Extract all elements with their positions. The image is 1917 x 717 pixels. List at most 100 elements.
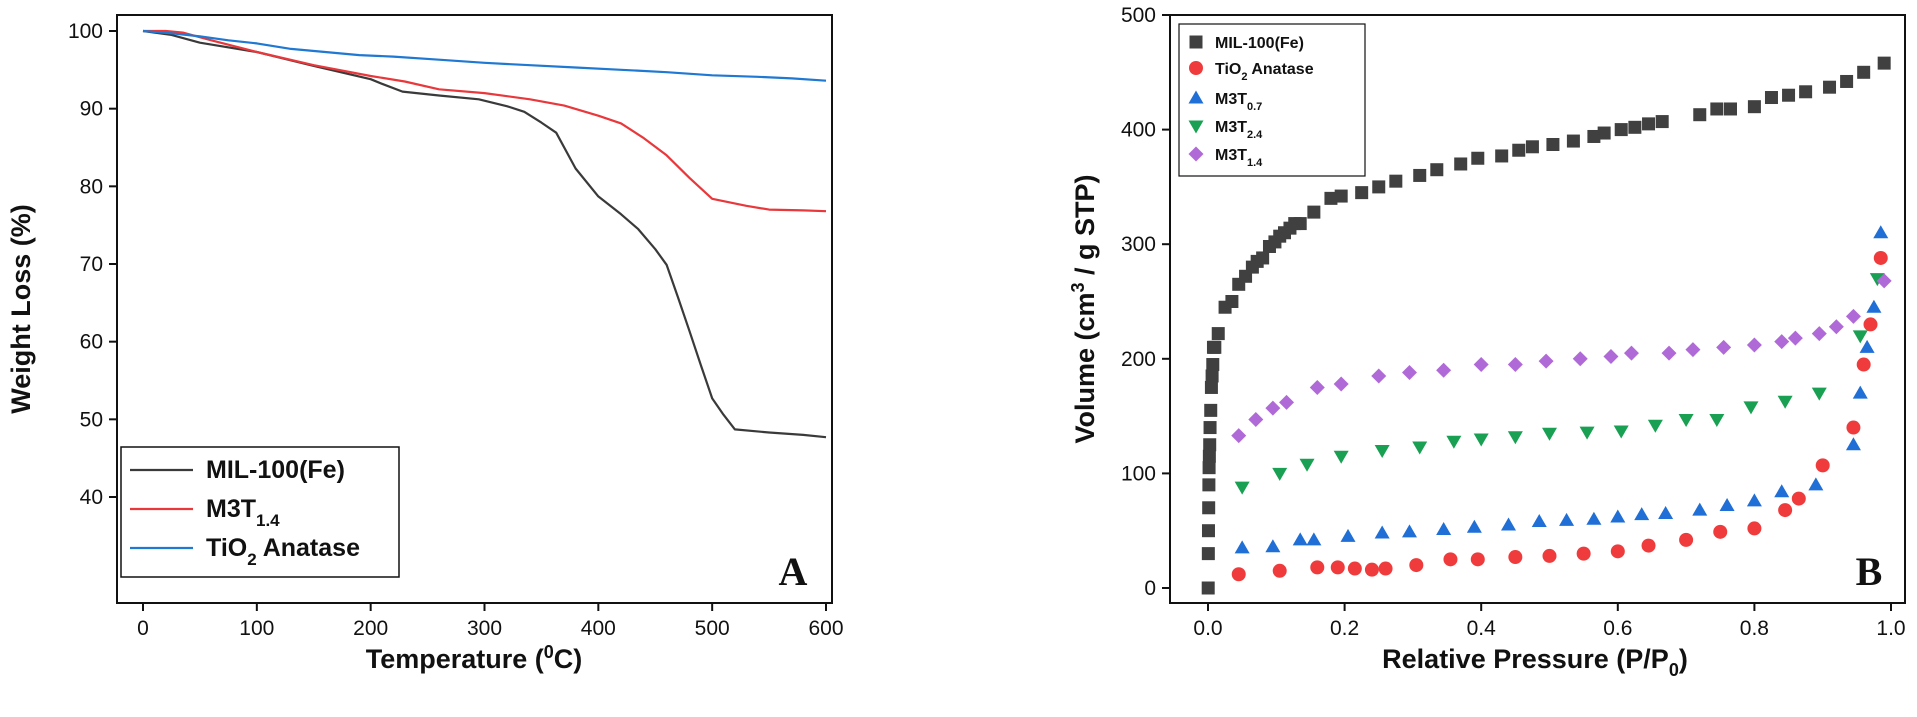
b-x-tick-label: 0.4 <box>1467 617 1497 640</box>
b-y-tick-label: 100 <box>1121 462 1156 485</box>
b-legend-marker-m3t0-7 <box>1188 90 1204 104</box>
a-x-tick-label: 300 <box>467 617 502 640</box>
b-point-mil-100-fe <box>1693 108 1707 122</box>
b-point-m3t0-7 <box>1374 525 1390 539</box>
b-point-m3t2-4 <box>1473 433 1489 447</box>
panel-b-plot-area <box>1169 14 1906 604</box>
b-point-tio2-anatase <box>1863 317 1878 332</box>
b-point-mil-100-fe <box>1203 438 1217 452</box>
b-point-m3t2-4 <box>1299 458 1315 472</box>
b-x-tick-label: 1.0 <box>1876 617 1905 640</box>
b-point-m3t1-4 <box>1716 339 1732 355</box>
b-point-mil-100-fe <box>1204 403 1218 417</box>
a-series-line-m3t1-4 <box>143 29 827 213</box>
b-legend-label-mil-100-fe: MIL-100(Fe) <box>1215 35 1304 52</box>
b-point-tio2-anatase <box>1470 552 1485 567</box>
b-point-tio2-anatase <box>1378 561 1393 576</box>
panel-a-tga-chart: 0 100 200 300 400 500 600 40 50 60 70 80 90 100 Temp… <box>6 14 844 674</box>
b-point-mil-100-fe <box>1355 186 1369 200</box>
panel-b-isotherm-chart: 0.0 0.2 0.4 0.6 0.8 1.0 0 100 200 300 400 500 Rela… <box>1068 4 1906 680</box>
b-point-tio2-anatase <box>1713 524 1728 539</box>
b-point-m3t2-4 <box>1579 426 1595 440</box>
a-legend-label-tio2-anatase: TiO2 Anatase <box>206 534 360 569</box>
b-point-m3t0-7 <box>1866 299 1882 313</box>
b-point-mil-100-fe <box>1840 74 1854 88</box>
panel-a-legend-box <box>120 446 400 578</box>
b-point-mil-100-fe <box>1389 174 1403 188</box>
a-legend-label-m3t1-4: M3T1.4 <box>206 495 280 530</box>
b-point-m3t0-7 <box>1610 509 1626 523</box>
a-y-tick-label: 80 <box>80 175 103 198</box>
a-x-tick-label: 600 <box>808 617 843 640</box>
b-point-m3t0-7 <box>1265 539 1281 553</box>
b-y-tick-label: 0 <box>1144 577 1156 600</box>
a-x-tick-label: 0 <box>137 617 149 640</box>
b-point-tio2-anatase <box>1679 532 1694 547</box>
b-point-mil-100-fe <box>1710 102 1724 116</box>
b-point-m3t1-4 <box>1507 357 1523 373</box>
b-series-mil-100-fe <box>1201 56 1891 595</box>
b-point-mil-100-fe <box>1430 163 1444 177</box>
b-point-m3t0-7 <box>1845 437 1861 451</box>
b-point-m3t2-4 <box>1647 419 1663 433</box>
b-point-tio2-anatase <box>1231 567 1246 582</box>
b-point-mil-100-fe <box>1877 56 1891 70</box>
b-point-m3t2-4 <box>1412 441 1428 455</box>
b-point-tio2-anatase <box>1576 546 1591 561</box>
panel-b-y-ticks: 0 100 200 300 400 500 <box>1121 4 1170 600</box>
b-point-mil-100-fe <box>1202 501 1216 515</box>
b-point-tio2-anatase <box>1364 562 1379 577</box>
b-point-m3t2-4 <box>1542 427 1557 441</box>
b-point-mil-100-fe <box>1413 168 1427 182</box>
panel-a-plot-area <box>116 14 833 604</box>
b-point-mil-100-fe <box>1655 115 1669 129</box>
b-point-m3t0-7 <box>1634 507 1650 521</box>
b-point-m3t1-4 <box>1538 353 1554 369</box>
b-point-m3t0-7 <box>1401 524 1417 538</box>
a-x-tick-label: 200 <box>353 617 388 640</box>
b-x-tick-label: 0.6 <box>1603 617 1632 640</box>
b-point-mil-100-fe <box>1211 327 1225 341</box>
b-point-m3t0-7 <box>1436 522 1452 536</box>
b-point-tio2-anatase <box>1542 548 1557 563</box>
b-point-tio2-anatase <box>1747 521 1762 536</box>
b-point-mil-100-fe <box>1628 120 1642 134</box>
panel-a-letter: A <box>779 549 808 594</box>
b-point-mil-100-fe <box>1546 137 1560 151</box>
a-x-tick-label: 100 <box>239 617 274 640</box>
b-point-mil-100-fe <box>1597 126 1611 140</box>
b-point-m3t1-4 <box>1661 345 1677 361</box>
b-point-mil-100-fe <box>1202 449 1216 463</box>
b-point-m3t1-4 <box>1746 337 1762 353</box>
b-point-mil-100-fe <box>1206 358 1220 372</box>
b-point-m3t2-4 <box>1678 414 1694 428</box>
panel-a-series-group <box>142 29 827 439</box>
panel-b-frame <box>1169 14 1906 604</box>
b-point-m3t0-7 <box>1531 514 1547 528</box>
b-point-m3t2-4 <box>1777 395 1793 409</box>
b-point-mil-100-fe <box>1782 88 1796 102</box>
panel-b-y-axis-label: Volume (cm3 / g STP) <box>1068 174 1100 443</box>
b-point-m3t2-4 <box>1272 467 1288 481</box>
b-y-tick-label: 200 <box>1121 348 1156 371</box>
b-point-m3t2-4 <box>1613 425 1629 439</box>
b-point-mil-100-fe <box>1454 157 1468 171</box>
b-point-m3t1-4 <box>1401 365 1417 381</box>
b-point-m3t0-7 <box>1774 484 1790 498</box>
b-point-tio2-anatase <box>1310 560 1325 575</box>
a-y-tick-label: 90 <box>80 98 103 121</box>
panel-b-x-axis-label: Relative Pressure (P/P0) <box>1382 644 1688 680</box>
b-point-mil-100-fe <box>1495 149 1509 163</box>
b-point-m3t1-4 <box>1572 351 1588 367</box>
b-point-tio2-anatase <box>1443 552 1458 567</box>
b-point-tio2-anatase <box>1272 563 1287 578</box>
b-point-mil-100-fe <box>1202 461 1216 475</box>
b-point-m3t0-7 <box>1692 502 1708 516</box>
b-point-mil-100-fe <box>1256 251 1270 265</box>
panel-a-frame <box>116 14 833 604</box>
panel-a-legend: MIL-100(Fe) M3T1.4 TiO2 Anatase <box>120 446 400 578</box>
b-point-m3t0-7 <box>1586 511 1602 525</box>
b-legend-marker-m3t1-4 <box>1188 146 1204 162</box>
b-point-m3t0-7 <box>1859 339 1875 353</box>
b-point-m3t2-4 <box>1852 330 1868 344</box>
